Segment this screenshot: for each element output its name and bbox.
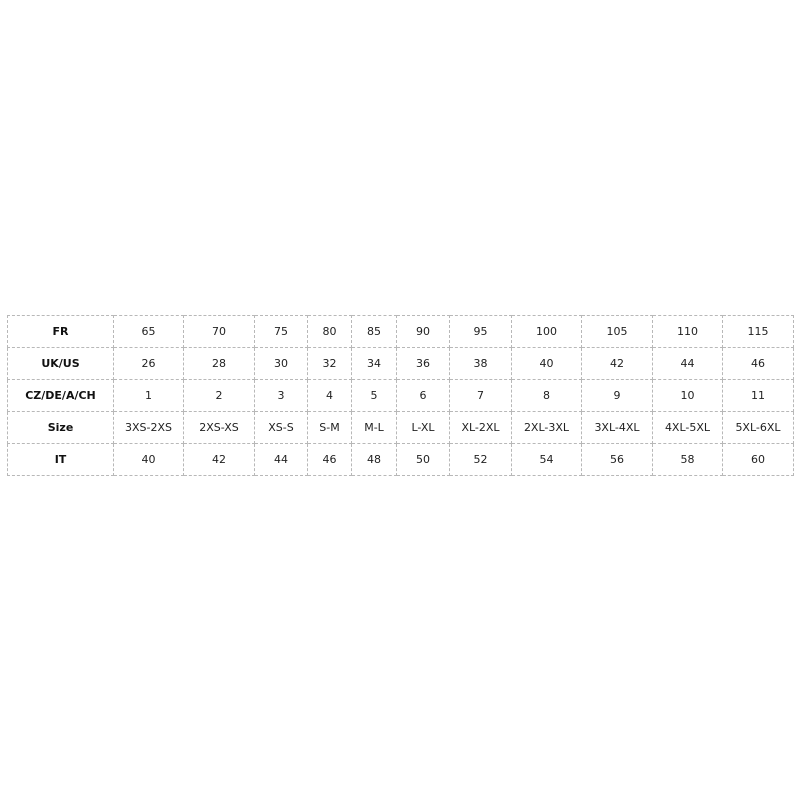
table-cell: 26: [113, 347, 184, 380]
table-cell: 38: [449, 347, 512, 380]
table-cell: 1: [113, 379, 184, 412]
table-cell: 90: [396, 315, 450, 348]
table-cell: 10: [652, 379, 723, 412]
table-cell: 42: [581, 347, 653, 380]
table-cell: 4: [307, 379, 352, 412]
table-cell: 3XS-2XS: [113, 411, 184, 444]
table-cell: 100: [511, 315, 582, 348]
table-cell: 5XL-6XL: [722, 411, 794, 444]
table-cell: 2XS-XS: [183, 411, 255, 444]
table-cell: 80: [307, 315, 352, 348]
table-row: Size 3XS-2XS 2XS-XS XS-S S-M M-L L-XL XL-2XL 2XL…: [7, 411, 794, 444]
row-header: Size: [7, 411, 114, 444]
table-row: CZ/DE/A/CH 1 2 3 4 5 6 7 8 9 10 11: [7, 379, 794, 412]
table-cell: 56: [581, 443, 653, 476]
table-cell: 3XL-4XL: [581, 411, 653, 444]
table-cell: 105: [581, 315, 653, 348]
table-cell: 30: [254, 347, 308, 380]
table-cell: 65: [113, 315, 184, 348]
table-cell: 48: [351, 443, 397, 476]
table-cell: 32: [307, 347, 352, 380]
row-header: UK/US: [7, 347, 114, 380]
table-row: IT 40 42 44 46 48 50 52 54 56 58 60: [7, 443, 794, 476]
table-cell: M-L: [351, 411, 397, 444]
table-row: UK/US 26 28 30 32 34 36 38 40 42 44 46: [7, 347, 794, 380]
table-cell: 28: [183, 347, 255, 380]
table-cell: 5: [351, 379, 397, 412]
table-cell: 52: [449, 443, 512, 476]
table-cell: 2: [183, 379, 255, 412]
table-cell: 44: [254, 443, 308, 476]
table-cell: 54: [511, 443, 582, 476]
table-cell: 60: [722, 443, 794, 476]
table-cell: 85: [351, 315, 397, 348]
table-cell: 115: [722, 315, 794, 348]
row-header: IT: [7, 443, 114, 476]
table-cell: 58: [652, 443, 723, 476]
table-cell: 110: [652, 315, 723, 348]
row-header: CZ/DE/A/CH: [7, 379, 114, 412]
table-cell: L-XL: [396, 411, 450, 444]
table-cell: 36: [396, 347, 450, 380]
table-cell: 4XL-5XL: [652, 411, 723, 444]
table-cell: S-M: [307, 411, 352, 444]
table-cell: 42: [183, 443, 255, 476]
table-cell: XS-S: [254, 411, 308, 444]
table-cell: 9: [581, 379, 653, 412]
table-cell: 34: [351, 347, 397, 380]
table-cell: 40: [113, 443, 184, 476]
table-cell: 11: [722, 379, 794, 412]
table-row: FR 65 70 75 80 85 90 95 100 105 110 115: [7, 315, 794, 348]
table-cell: XL-2XL: [449, 411, 512, 444]
table-cell: 7: [449, 379, 512, 412]
row-header: FR: [7, 315, 114, 348]
table-cell: 46: [722, 347, 794, 380]
table-cell: 70: [183, 315, 255, 348]
table-cell: 50: [396, 443, 450, 476]
table-cell: 46: [307, 443, 352, 476]
table-cell: 44: [652, 347, 723, 380]
table-cell: 3: [254, 379, 308, 412]
table-cell: 8: [511, 379, 582, 412]
table-cell: 40: [511, 347, 582, 380]
table-cell: 2XL-3XL: [511, 411, 582, 444]
table-cell: 75: [254, 315, 308, 348]
table-cell: 6: [396, 379, 450, 412]
size-chart-table: FR 65 70 75 80 85 90 95 100 105 110 115 UK/US 26 28 30 3…: [7, 315, 794, 476]
table-cell: 95: [449, 315, 512, 348]
